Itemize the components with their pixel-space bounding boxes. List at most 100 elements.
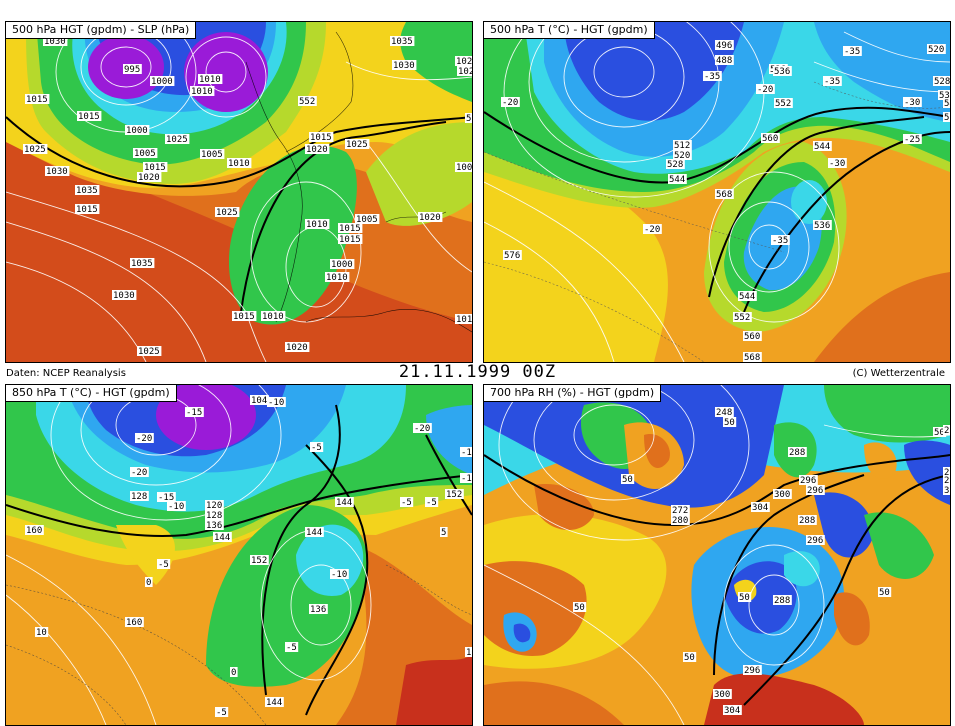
contour-label: -5 [426, 498, 437, 508]
contour-label: 128 [206, 511, 222, 521]
contour-label-bg [205, 510, 224, 520]
contour-label: 528 [934, 77, 950, 87]
contour-label: 1010 [326, 273, 348, 283]
contour-label: 288 [789, 448, 805, 458]
contour-label-bg [130, 258, 155, 268]
contour-label: 280 [944, 426, 950, 436]
contour-label-bg [455, 314, 472, 324]
contour-label-bg [200, 149, 225, 159]
contour-label-bg [933, 427, 947, 437]
contour-label-bg [130, 491, 149, 501]
contour-label: 272 [672, 506, 688, 516]
contour-label-bg [400, 497, 414, 507]
contour-label-bg [460, 447, 472, 457]
contour-label-bg [503, 250, 522, 260]
contour-label-bg [265, 697, 284, 707]
contour-label-bg [125, 125, 150, 135]
contour-label: 1025 [138, 347, 160, 357]
map-panel-850-temp: -15 -20 -20 -10 104 -5 128 -15 -10 120 128 136 144 15… [5, 384, 473, 726]
panel-title: 700 hPa RH (%) - HGT (gpdm) [484, 385, 662, 402]
map-panel-500-temp: 496488-35512520528544-20-205285365525605… [483, 21, 951, 363]
contour-label-bg [501, 97, 520, 107]
contour-label: 128 [131, 492, 147, 502]
contour-label: -5 [216, 708, 227, 718]
contour-label-bg [743, 331, 762, 341]
contour-label: 296 [807, 486, 823, 496]
contour-label: 136 [310, 605, 326, 615]
contour-label-bg [198, 74, 223, 84]
contour-label-bg [668, 174, 687, 184]
contour-label: 1035 [131, 259, 153, 269]
contour-label: 1030 [44, 37, 66, 47]
contour-label: 536 [774, 67, 790, 77]
contour-label: -20 [131, 468, 147, 478]
contour-label: 544 [669, 175, 685, 185]
contour-label: 120 [206, 501, 222, 511]
contour-label: 1015 [310, 133, 332, 143]
contour-label-bg [445, 489, 464, 499]
contour-label-bg [788, 447, 807, 457]
contour-label-bg [298, 96, 317, 106]
contour-label: 10 [36, 628, 47, 638]
contour-label-bg [338, 234, 363, 244]
contour-label-bg [230, 667, 238, 677]
contour-label: 1015 [339, 224, 361, 234]
contour-label-bg [330, 259, 355, 269]
contour-label: 50 [684, 653, 695, 663]
contour-label-bg [167, 501, 186, 511]
contour-label-bg [771, 235, 790, 245]
contour-label-bg [285, 342, 310, 352]
contour-label-bg [305, 144, 330, 154]
contour-label: 1010 [306, 220, 328, 230]
contour-label-bg [457, 66, 472, 76]
contour-label-bg [773, 66, 792, 76]
contour-label: 1005 [456, 163, 472, 173]
contour-label: 1010 [191, 87, 213, 97]
contour-label: 304 [724, 706, 740, 716]
contour-label-bg [325, 272, 350, 282]
contour-label: 296 [944, 476, 950, 486]
contour-label: 536 [814, 221, 830, 231]
contour-label: 288 [799, 516, 815, 526]
contour-label-bg [738, 592, 752, 602]
map-panel-500-slp: 1030 995 1000 1010 1010 1025 1015 1000 1005 1015 1… [5, 21, 473, 363]
panel-title: 500 hPa T (°C) - HGT (gpdm) [484, 22, 655, 39]
contour-label-bg [35, 627, 49, 637]
contour-label: 1025 [346, 140, 368, 150]
contour-label-bg [75, 204, 100, 214]
contour-label-bg [250, 395, 269, 405]
contour-label: 0 [231, 668, 236, 678]
contour-label-bg [205, 500, 224, 510]
contour-label: 568 [716, 190, 732, 200]
contour-label-bg [751, 502, 770, 512]
contour-label: 1015 [144, 163, 166, 173]
contour-label-bg [185, 407, 204, 417]
contour-label-bg [943, 485, 950, 495]
contour-label: 1035 [391, 37, 413, 47]
map-canvas: 2485050272280288296296300304502882965050… [484, 385, 950, 725]
contour-label: 304 [944, 486, 950, 496]
valid-date: 21.11.1999 00Z [398, 362, 557, 382]
contour-label-bg [418, 212, 443, 222]
contour-label-bg [335, 497, 354, 507]
contour-label: 544 [739, 292, 755, 302]
contour-label: 1020 [286, 343, 308, 353]
contour-label: 496 [716, 41, 732, 51]
contour-label-bg [250, 555, 269, 565]
contour-label: 1015 [456, 315, 472, 325]
contour-label-bg [465, 113, 472, 123]
contour-label: -10 [461, 474, 472, 484]
contour-label: 560 [762, 134, 778, 144]
contour-label-bg [261, 311, 286, 321]
contour-label-bg [345, 139, 370, 149]
contour-label-bg [137, 346, 162, 356]
contour-label: 1015 [78, 112, 100, 122]
contour-label: 296 [807, 536, 823, 546]
map-canvas: 496488-35512520528544-20-205285365525605… [484, 22, 950, 362]
contour-label-bg [715, 55, 734, 65]
contour-label: 136 [206, 521, 222, 531]
contour-label: 280 [672, 516, 688, 526]
contour-label-bg [413, 423, 432, 433]
contour-label-bg [843, 46, 862, 56]
